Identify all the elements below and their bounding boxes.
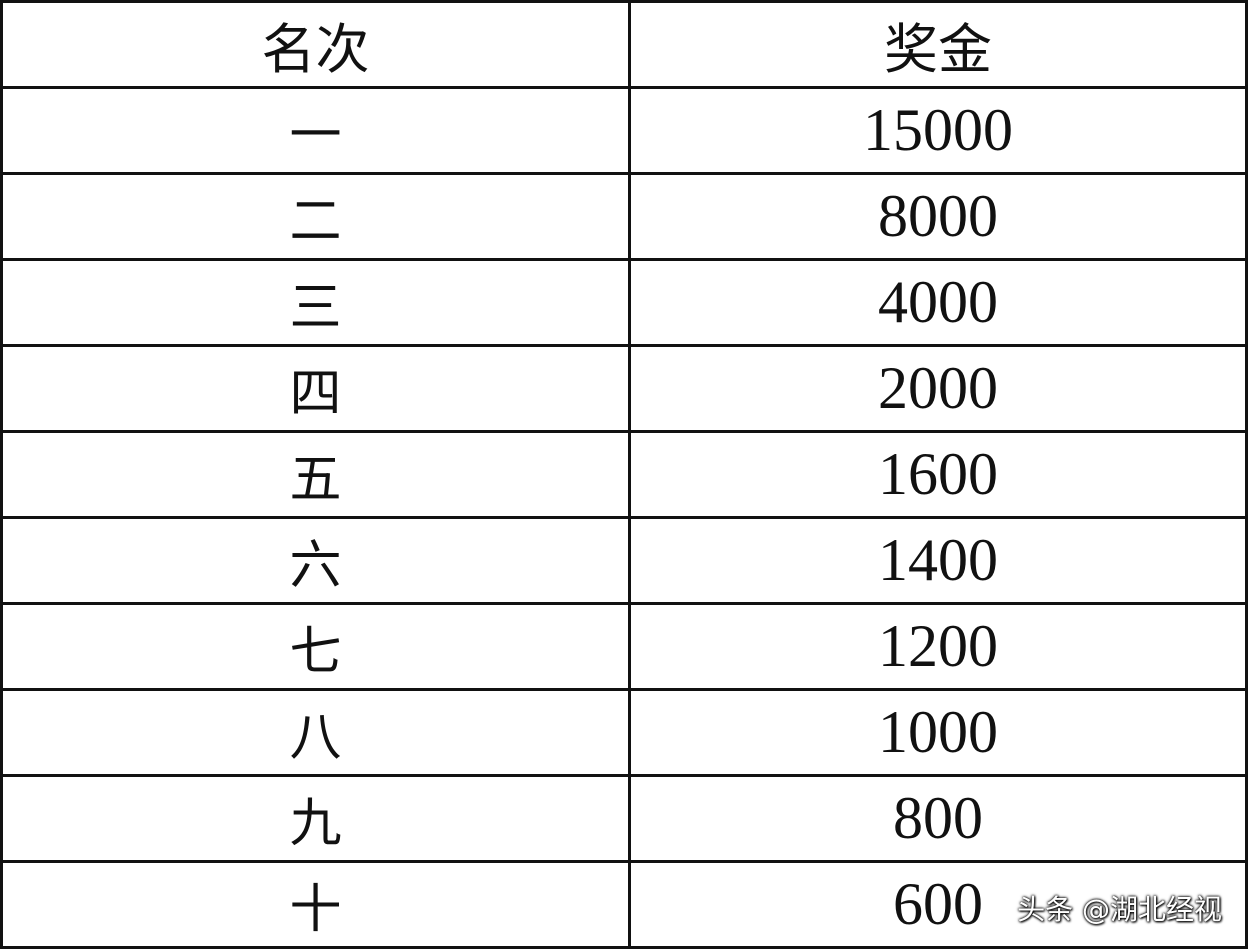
rank-cell: 三 [0,258,631,347]
table-row: 一 15000 [0,86,1248,175]
header-rank: 名次 [0,0,631,89]
table-row: 十 600 [0,860,1248,949]
table-row: 六 1400 [0,516,1248,605]
rank-cell: 四 [0,344,631,433]
table-row: 四 2000 [0,344,1248,433]
rank-cell: 五 [0,430,631,519]
table-row: 二 8000 [0,172,1248,261]
prize-cell: 1600 [628,430,1248,519]
rank-cell: 十 [0,860,631,949]
header-row: 名次 奖金 [0,0,1248,89]
prize-cell: 1000 [628,688,1248,777]
prize-cell: 600 [628,860,1248,949]
prize-cell: 8000 [628,172,1248,261]
prize-cell: 1200 [628,602,1248,691]
watermark: 头条 @湖北经视 [1017,893,1222,926]
rank-cell: 七 [0,602,631,691]
header-prize: 奖金 [628,0,1248,89]
rank-cell: 八 [0,688,631,777]
table-row: 九 800 [0,774,1248,863]
table-row: 七 1200 [0,602,1248,691]
prize-cell: 4000 [628,258,1248,347]
prize-cell: 15000 [628,86,1248,175]
rank-cell: 二 [0,172,631,261]
prize-cell: 800 [628,774,1248,863]
rank-cell: 九 [0,774,631,863]
rank-cell: 六 [0,516,631,605]
table-row: 八 1000 [0,688,1248,777]
table-row: 三 4000 [0,258,1248,347]
prize-cell: 2000 [628,344,1248,433]
prize-cell: 1400 [628,516,1248,605]
table-row: 五 1600 [0,430,1248,519]
rank-cell: 一 [0,86,631,175]
